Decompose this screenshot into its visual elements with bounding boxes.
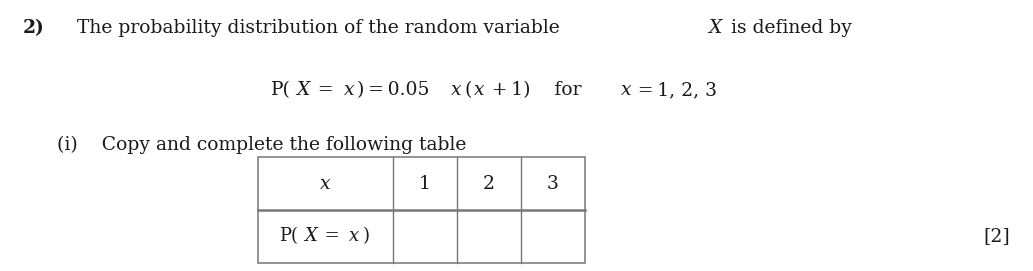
Text: 2): 2) [23, 19, 44, 37]
Text: P(: P( [280, 227, 299, 246]
Text: X: X [304, 227, 317, 246]
Text: 2: 2 [482, 175, 495, 193]
Text: + 1)    for: + 1) for [488, 81, 591, 99]
Text: =: = [314, 81, 337, 99]
Text: (: ( [465, 81, 472, 99]
Text: x: x [450, 81, 462, 99]
Text: The probability distribution of the random variable: The probability distribution of the rand… [77, 19, 566, 37]
Text: =: = [320, 227, 343, 246]
Text: x: x [621, 81, 631, 99]
Text: x: x [344, 81, 354, 99]
Text: X: X [296, 81, 310, 99]
Text: ): ) [363, 227, 370, 246]
Text: x: x [474, 81, 484, 99]
Text: = 1, 2, 3: = 1, 2, 3 [634, 81, 717, 99]
Text: is defined by: is defined by [725, 19, 852, 37]
Text: [2]: [2] [983, 227, 1010, 246]
Text: x: x [320, 175, 331, 193]
Text: ) = 0.05: ) = 0.05 [357, 81, 430, 99]
Text: X: X [708, 19, 721, 37]
Text: P(: P( [271, 81, 290, 99]
Text: 1: 1 [418, 175, 431, 193]
Text: x: x [349, 227, 359, 246]
Text: (i)    Copy and complete the following table: (i) Copy and complete the following tabl… [57, 136, 466, 154]
Text: 3: 3 [546, 175, 559, 193]
